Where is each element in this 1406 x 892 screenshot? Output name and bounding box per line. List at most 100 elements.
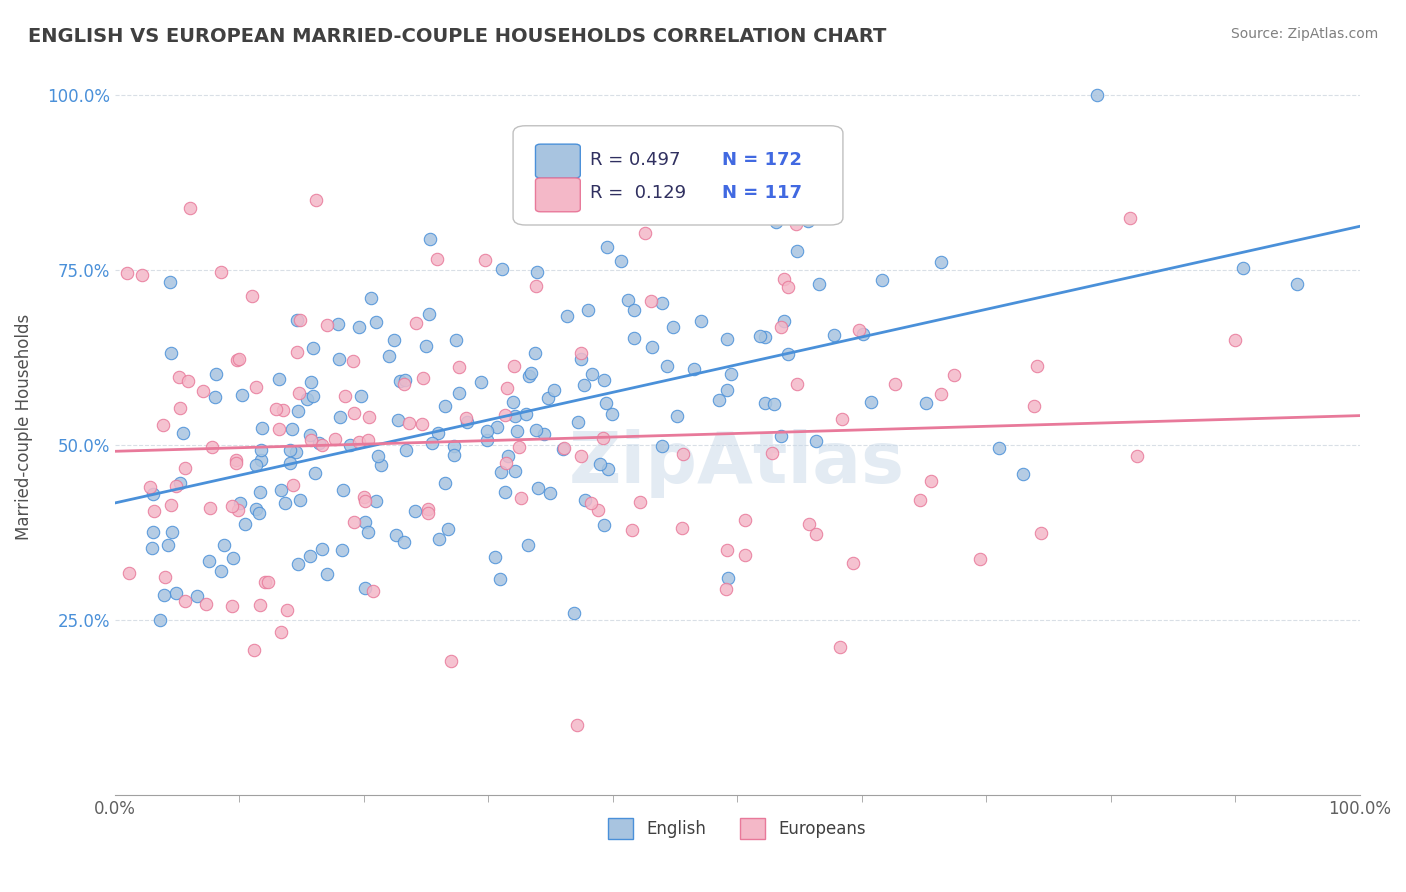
Point xyxy=(576,303,599,318)
Point xyxy=(299,376,322,390)
Point xyxy=(515,407,537,421)
Point xyxy=(153,570,176,584)
Point xyxy=(942,368,965,383)
Point xyxy=(804,434,827,448)
Point xyxy=(370,458,392,472)
Point xyxy=(682,361,704,376)
Point xyxy=(929,255,952,269)
Point xyxy=(769,320,792,334)
Point xyxy=(152,418,174,433)
Point xyxy=(524,424,547,438)
Point xyxy=(200,500,222,515)
Point xyxy=(347,320,370,334)
Point xyxy=(276,602,298,616)
Point xyxy=(405,316,427,330)
Point xyxy=(249,485,271,500)
Point xyxy=(596,240,619,254)
Point xyxy=(173,594,195,608)
Point xyxy=(596,462,619,476)
Point xyxy=(651,439,673,453)
Point xyxy=(404,503,426,517)
Point xyxy=(910,492,932,507)
Point xyxy=(527,481,550,495)
Point xyxy=(456,415,478,429)
Point xyxy=(415,339,437,353)
Point xyxy=(444,333,467,347)
Point xyxy=(661,319,683,334)
Point xyxy=(776,280,799,294)
Point xyxy=(765,214,787,228)
Point xyxy=(160,498,183,512)
Text: R = 0.497: R = 0.497 xyxy=(591,151,681,169)
Point xyxy=(326,318,349,332)
Point xyxy=(245,458,267,472)
Point xyxy=(830,640,852,654)
Point xyxy=(572,378,595,392)
Y-axis label: Married-couple Households: Married-couple Households xyxy=(15,314,32,541)
Point xyxy=(690,314,713,328)
Text: R =  0.129: R = 0.129 xyxy=(591,185,686,202)
Point xyxy=(287,313,309,327)
Point xyxy=(914,395,936,409)
Point xyxy=(427,533,450,547)
Point xyxy=(797,214,820,228)
Point xyxy=(304,466,326,480)
Point xyxy=(579,496,602,510)
Point xyxy=(523,346,546,360)
Point xyxy=(516,537,538,551)
Point xyxy=(311,541,333,556)
Point xyxy=(179,201,201,215)
Point xyxy=(485,420,508,434)
Point xyxy=(347,434,370,449)
Point xyxy=(254,575,277,590)
Point xyxy=(359,409,381,424)
Point xyxy=(508,440,530,454)
Point xyxy=(506,424,529,438)
Point xyxy=(804,527,827,541)
Point xyxy=(969,552,991,566)
Point xyxy=(288,313,311,327)
Point xyxy=(754,330,776,344)
Point xyxy=(773,272,796,286)
Point xyxy=(592,432,614,446)
Point xyxy=(524,278,547,293)
Point xyxy=(491,261,513,276)
Point xyxy=(470,375,492,389)
Point xyxy=(628,495,651,509)
Point xyxy=(384,528,406,542)
Point xyxy=(377,350,399,364)
Point xyxy=(264,401,287,416)
Point xyxy=(763,397,786,411)
Point xyxy=(323,432,346,446)
Point xyxy=(443,439,465,453)
Point xyxy=(387,412,409,426)
Point xyxy=(225,456,247,470)
Point xyxy=(1085,87,1108,102)
Point xyxy=(165,585,187,599)
Point xyxy=(419,232,441,246)
Point xyxy=(734,548,756,562)
Point xyxy=(477,434,499,448)
Point xyxy=(786,244,808,258)
Point xyxy=(786,376,808,391)
Point xyxy=(247,507,270,521)
Point xyxy=(494,408,516,422)
Point xyxy=(592,518,614,533)
Point xyxy=(228,503,250,517)
Point xyxy=(496,449,519,463)
Point xyxy=(295,392,318,406)
Point xyxy=(157,538,180,552)
Point xyxy=(799,516,821,531)
Point xyxy=(343,515,366,529)
Point xyxy=(222,550,245,565)
Point xyxy=(285,344,308,359)
Point xyxy=(620,523,643,537)
Point xyxy=(641,340,664,354)
Point xyxy=(720,367,742,381)
Point xyxy=(118,566,141,580)
Point xyxy=(195,597,218,611)
Point xyxy=(311,438,333,452)
Point xyxy=(228,352,250,367)
Point xyxy=(249,598,271,612)
Point xyxy=(315,318,337,333)
